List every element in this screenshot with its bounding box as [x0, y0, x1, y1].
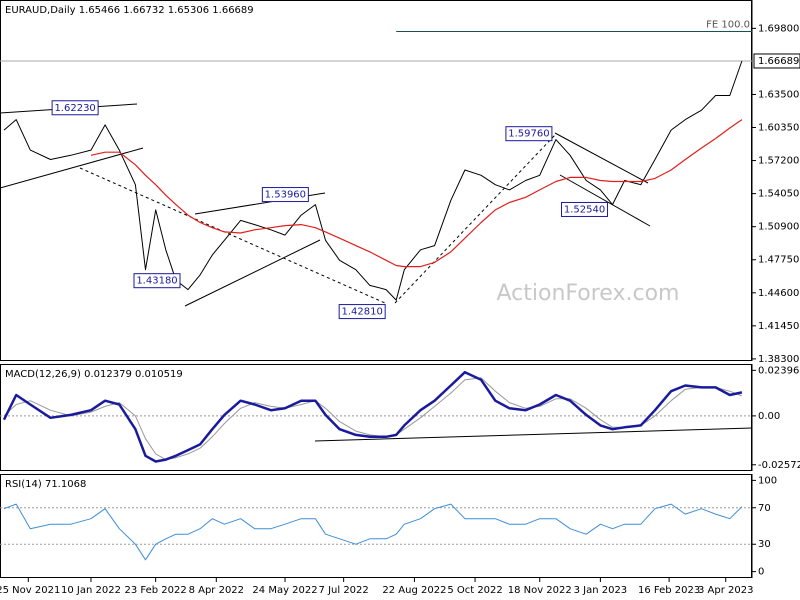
x-tick-label: 10 Jan 2022	[61, 585, 121, 596]
y-tick-label: 1.69800	[758, 23, 799, 34]
annotation-label: 1.43180	[136, 276, 177, 287]
y-tick-label: 1.38300	[758, 354, 799, 365]
trendline	[184, 239, 321, 307]
annotation-label: 1.62230	[54, 103, 95, 114]
trendline	[79, 167, 386, 304]
series-line	[3, 503, 743, 561]
y-tick-label: 0.023963	[758, 365, 800, 376]
watermark: ActionForex.com	[497, 281, 680, 306]
x-tick-label: 23 Feb 2022	[125, 585, 187, 596]
y-tick-label: 70	[758, 503, 771, 514]
series-line	[3, 377, 743, 461]
trendline	[314, 427, 753, 442]
x-tick-label: 3 Apr 2023	[698, 585, 753, 596]
last-price-label: 1.66689	[758, 56, 799, 67]
annotation-label: 1.52540	[564, 204, 605, 215]
annotation-label: 1.42810	[341, 307, 382, 318]
y-tick-label: 1.57200	[758, 156, 799, 167]
y-tick-label: 30	[758, 539, 771, 550]
annotation-box	[51, 100, 99, 116]
series-line	[3, 60, 743, 301]
trendlines	[0, 103, 753, 442]
annotation-box	[261, 187, 309, 203]
x-tick-label: 25 Nov 2021	[0, 585, 60, 596]
y-tick-label: 100	[758, 475, 777, 486]
x-tick-label: 7 Jul 2022	[319, 585, 369, 596]
series-line	[90, 119, 743, 268]
x-tick-label: 5 Oct 2022	[447, 585, 502, 596]
y-tick-label: 0	[758, 567, 764, 578]
x-tick-label: 24 May 2022	[252, 585, 317, 596]
panel-title: MACD(12,26,9) 0.012379 0.010519	[5, 369, 183, 380]
fe-label: FE 100.0	[706, 19, 750, 30]
annotation-label: 1.53960	[265, 190, 306, 201]
x-tick-label: 16 Feb 2023	[638, 585, 700, 596]
trendline	[394, 134, 556, 304]
trendline	[554, 132, 649, 184]
annotation-box	[133, 273, 181, 289]
y-tick-label: 1.60350	[758, 123, 799, 134]
series-line	[2, 370, 743, 463]
y-tick-label: 1.63500	[758, 89, 799, 100]
x-tick-label: 3 Jan 2023	[574, 585, 628, 596]
x-tick-label: 8 Apr 2022	[189, 585, 244, 596]
last-price-box	[753, 53, 800, 69]
annotation-box	[338, 304, 386, 320]
y-tick-label: 0.00	[758, 411, 780, 422]
y-tick-label: 1.50900	[758, 222, 799, 233]
y-tick-label: -0.025726	[758, 460, 800, 471]
annotation-box	[505, 126, 553, 142]
y-tick-label: 1.41450	[758, 321, 799, 332]
x-tick-label: 18 Nov 2022	[508, 585, 572, 596]
panel-title: EURAUD,Daily 1.65466 1.66732 1.65306 1.6…	[5, 5, 254, 16]
panel-title: RSI(14) 71.1068	[5, 479, 86, 490]
annotation-box	[561, 201, 609, 217]
annotation-label: 1.59760	[508, 129, 549, 140]
y-tick-label: 1.44600	[758, 288, 799, 299]
y-tick-label: 1.47750	[758, 255, 799, 266]
trendline	[559, 174, 651, 227]
y-tick-label: 1.54050	[758, 189, 799, 200]
x-tick-label: 22 Aug 2022	[382, 585, 446, 596]
trendline	[0, 147, 144, 189]
